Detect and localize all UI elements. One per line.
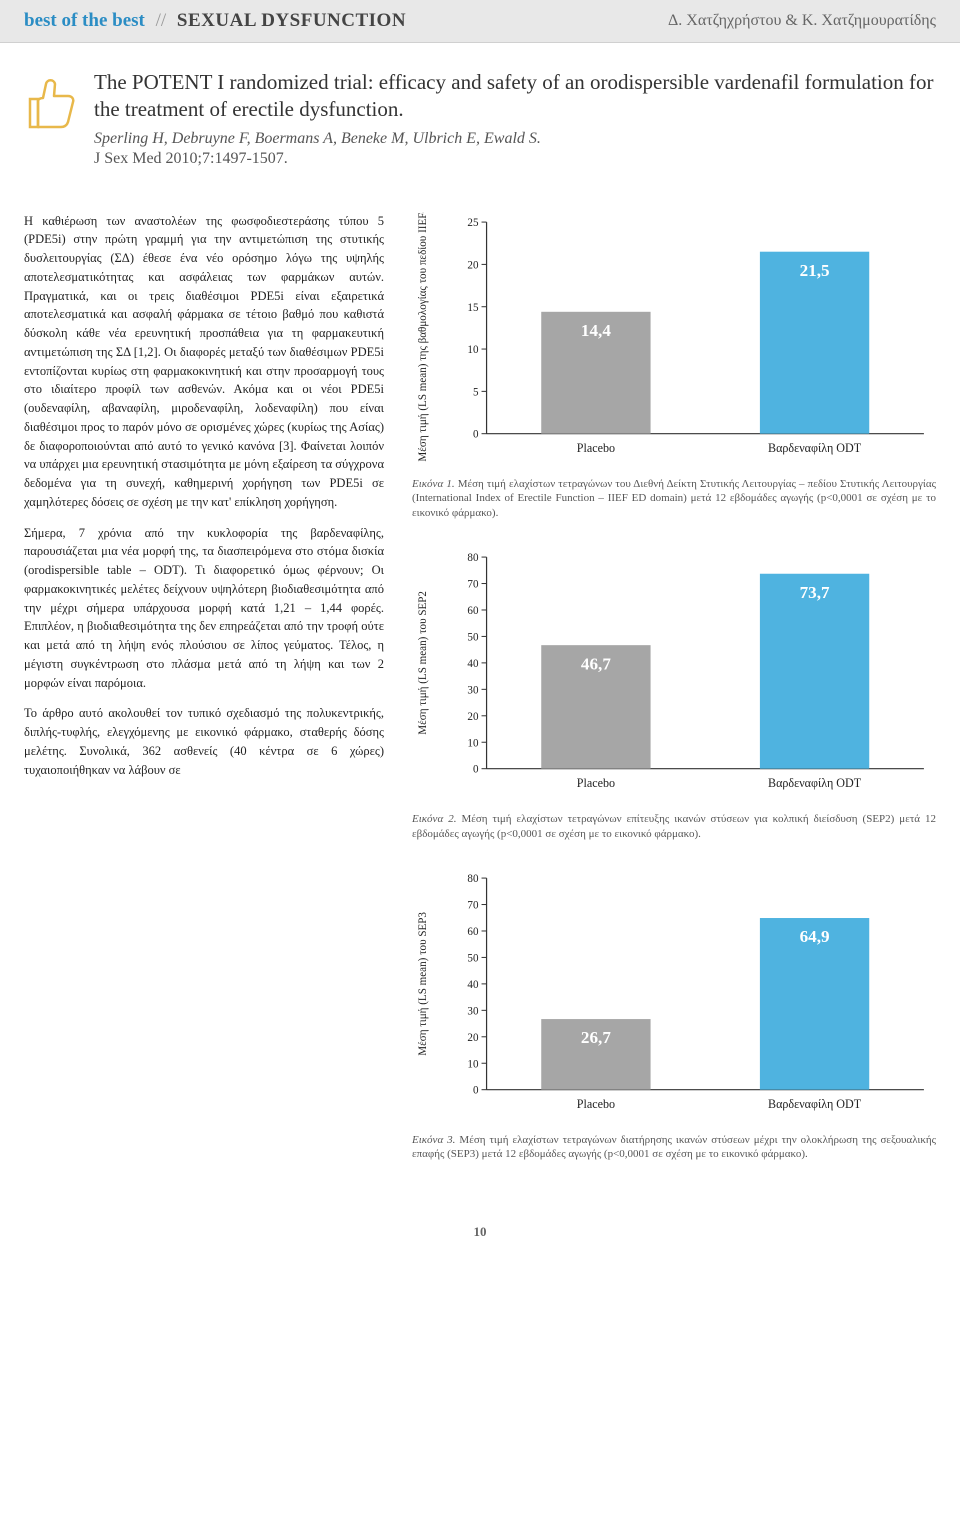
caption-3-num: Εικόνα 3. [412,1134,459,1146]
y-tick-label: 20 [467,711,479,723]
category-label: Βαρδεναφίλη ODT [768,1096,862,1110]
bar-value-label: 26,7 [581,1028,611,1047]
y-tick-label: 25 [467,217,479,229]
y-tick-label: 60 [467,605,479,617]
y-tick-label: 0 [473,1084,479,1096]
chart-2: Μέση τιμή (LS mean) του SEP2 0 10 20 30 40 50 6… [412,547,936,804]
y-tick-label: 40 [467,979,479,991]
y-tick-label: 80 [467,873,479,885]
category-label: Βαρδεναφίλη ODT [768,440,862,454]
bar-value-label: 73,7 [800,583,830,602]
body-paragraph: Η καθιέρωση των αναστολέων της φωσφοδιεσ… [24,212,384,512]
bar-chart-svg: Μέση τιμή (LS mean) του SEP3 0 10 20 30 40 50 6… [412,868,936,1120]
chart-3: Μέση τιμή (LS mean) του SEP3 0 10 20 30 40 50 6… [412,868,936,1125]
article-heading-row: The POTENT I randomized trial: efficacy … [0,43,960,176]
bar-value-label: 46,7 [581,654,611,673]
caption-2-text: Μέση τιμή ελαχίστων τετραγώνων επίτευξης… [412,813,936,840]
header-title: best of the best // SEXUAL DYSFUNCTION [24,10,406,32]
caption-3-text: Μέση τιμή ελαχίστων τετραγώνων διατήρηση… [412,1134,936,1161]
y-axis-label: Μέση τιμή (LS mean) της βαθμολογίας του … [417,212,429,462]
main-columns: Η καθιέρωση των αναστολέων της φωσφοδιεσ… [0,176,960,1209]
category-label: Placebo [577,1096,615,1110]
body-paragraph: Το άρθρο αυτό ακολουθεί τον τυπικό σχεδι… [24,704,384,779]
bar-value-label: 64,9 [800,927,830,946]
page-number: 10 [0,1208,960,1264]
y-tick-label: 80 [467,552,479,564]
bar-value-label: 21,5 [800,260,830,279]
figures-column: Μέση τιμή (LS mean) της βαθμολογίας του … [412,212,936,1189]
thumbs-up-icon [24,69,86,136]
y-tick-label: 0 [473,428,479,440]
y-tick-label: 30 [467,1005,479,1017]
category-label: Placebo [577,776,615,790]
y-axis-label: Μέση τιμή (LS mean) του SEP2 [417,591,429,735]
article-journal: J Sex Med 2010;7:1497-1507. [94,150,936,168]
y-tick-label: 20 [467,1031,479,1043]
header-bar: best of the best // SEXUAL DYSFUNCTION Δ… [0,0,960,43]
header-authors: Δ. Χατζηχρήστου & Κ. Χατζημουρατίδης [668,12,936,30]
y-tick-label: 20 [467,259,479,271]
y-tick-label: 50 [467,952,479,964]
caption-2-num: Εικόνα 2. [412,813,461,825]
header-best: best of the best [24,10,145,31]
y-tick-label: 70 [467,899,479,911]
article-title: The POTENT I randomized trial: efficacy … [94,69,936,124]
y-tick-label: 70 [467,579,479,591]
category-label: Placebo [577,440,615,454]
caption-2: Εικόνα 2. Μέση τιμή ελαχίστων τετραγώνων… [412,812,936,842]
y-tick-label: 10 [467,1058,479,1070]
bar-chart-svg: Μέση τιμή (LS mean) της βαθμολογίας του … [412,212,936,464]
y-tick-label: 30 [467,684,479,696]
y-tick-label: 5 [473,386,479,398]
bar [760,574,869,769]
y-tick-label: 40 [467,658,479,670]
title-block: The POTENT I randomized trial: efficacy … [86,69,936,168]
y-tick-label: 0 [473,764,479,776]
category-label: Βαρδεναφίλη ODT [768,776,862,790]
caption-1-num: Εικόνα 1. [412,478,458,490]
chart-1: Μέση τιμή (LS mean) της βαθμολογίας του … [412,212,936,469]
caption-1-text: Μέση τιμή ελαχίστων τετραγώνων του Διεθν… [412,478,936,520]
body-text-column: Η καθιέρωση των αναστολέων της φωσφοδιεσ… [24,212,384,1189]
y-tick-label: 10 [467,344,479,356]
y-axis-label: Μέση τιμή (LS mean) του SEP3 [417,911,429,1055]
y-tick-label: 50 [467,632,479,644]
bar-value-label: 14,4 [581,321,611,340]
header-slash: // [156,10,167,31]
body-paragraph: Σήμερα, 7 χρόνια από την κυκλοφορία της … [24,524,384,693]
y-tick-label: 15 [467,301,479,313]
caption-1: Εικόνα 1. Μέση τιμή ελαχίστων τετραγώνων… [412,477,936,522]
y-tick-label: 60 [467,926,479,938]
header-section: SEXUAL DYSFUNCTION [177,10,406,31]
y-tick-label: 10 [467,737,479,749]
caption-3: Εικόνα 3. Μέση τιμή ελαχίστων τετραγώνων… [412,1133,936,1163]
article-authors: Sperling H, Debruyne F, Boermans A, Bene… [94,130,936,148]
bar-chart-svg: Μέση τιμή (LS mean) του SEP2 0 10 20 30 40 50 6… [412,547,936,799]
